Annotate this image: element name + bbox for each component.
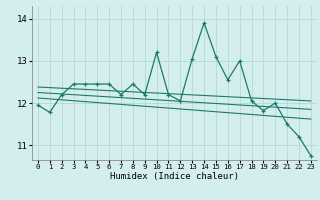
X-axis label: Humidex (Indice chaleur): Humidex (Indice chaleur) [110, 172, 239, 181]
